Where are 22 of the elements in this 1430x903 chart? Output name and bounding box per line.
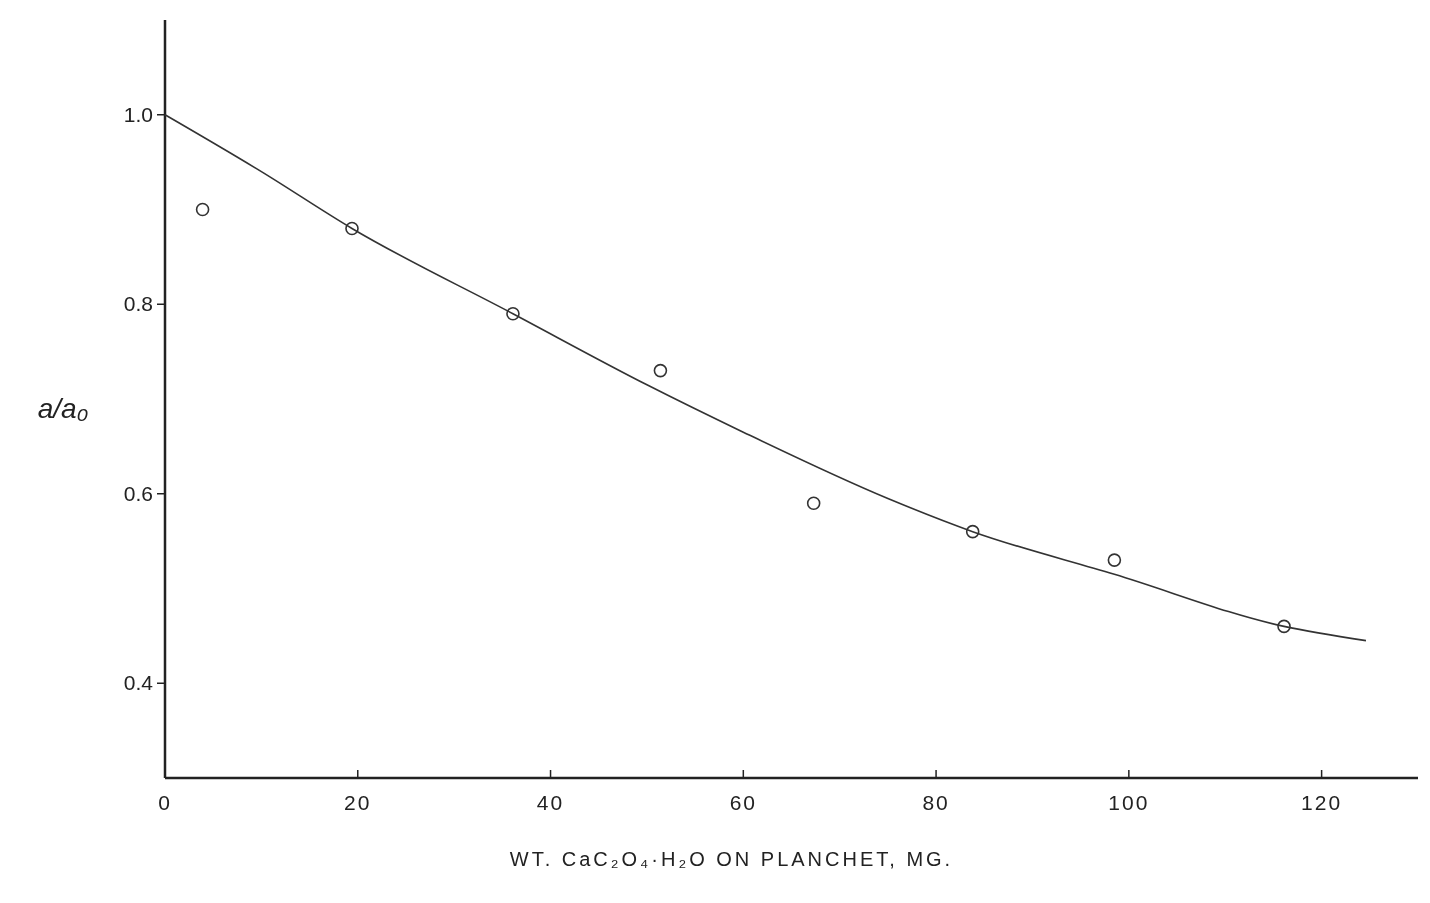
point — [806, 496, 821, 511]
point — [653, 363, 668, 378]
y-tick-label: 0.4 — [123, 671, 154, 695]
x-tick-label: 100 — [1108, 791, 1150, 814]
point — [965, 524, 980, 539]
line-series — [164, 113, 1367, 642]
x-axis-title: WT. CaC₂O₄·H₂O ON PLANCHET, MG. — [509, 848, 954, 870]
x-tick-label: 80 — [922, 791, 950, 814]
x-tick-label: 40 — [536, 791, 565, 814]
y-tick-label: 0.8 — [123, 292, 153, 316]
x-tick-label: 20 — [344, 791, 372, 814]
x-tick-label: 0 — [158, 791, 172, 814]
point — [345, 221, 359, 236]
x-tick-label: 120 — [1301, 791, 1343, 814]
x-tick-label: 60 — [729, 791, 757, 814]
point — [195, 202, 210, 217]
y-tick-label: 0.6 — [123, 481, 153, 505]
point — [506, 306, 520, 321]
point — [1107, 553, 1122, 567]
y-axis-title: a/a₀ — [37, 392, 89, 424]
y-tick-label: 1.0 — [123, 102, 153, 126]
point — [1277, 619, 1291, 634]
